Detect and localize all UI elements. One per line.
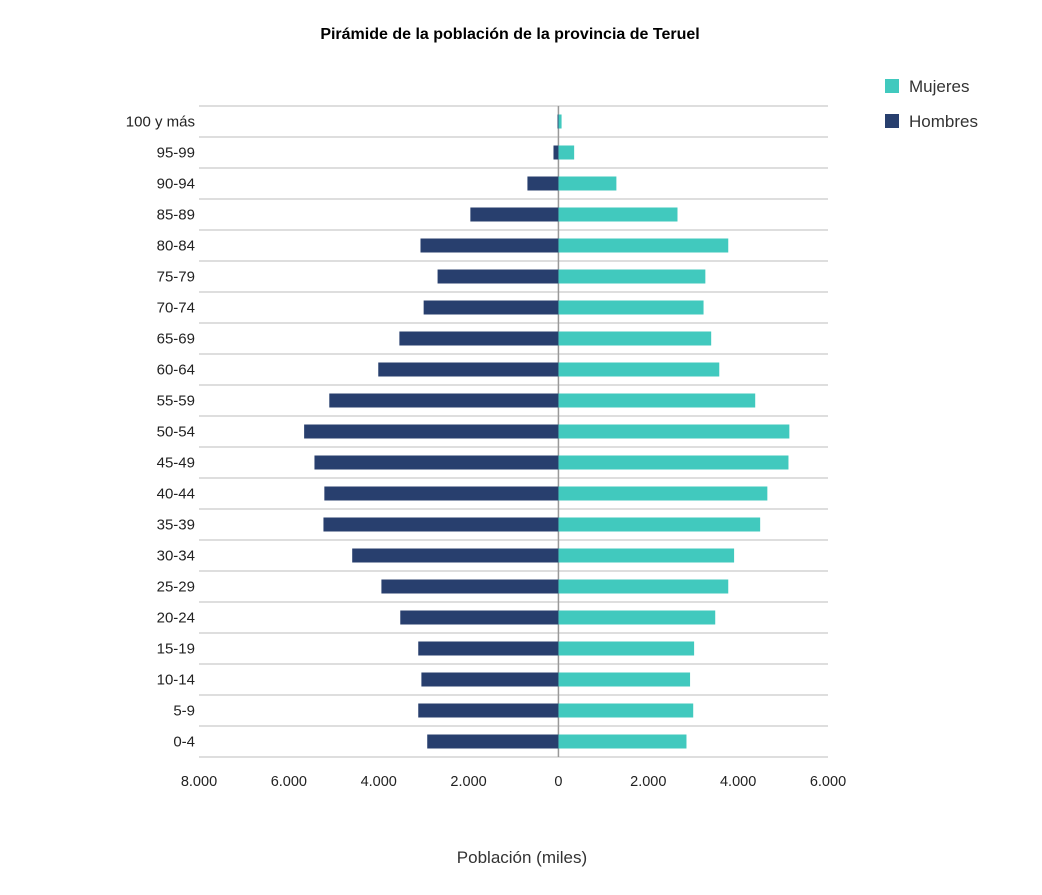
bar-mujeres-90-94: [558, 176, 617, 191]
category-label: 30-34: [157, 548, 195, 565]
x-tick-label: 8.000: [181, 774, 217, 790]
bar-mujeres-20-24: [558, 610, 716, 625]
bar-mujeres-95-99: [558, 145, 575, 160]
x-axis-label: Población (miles): [457, 848, 587, 867]
category-label: 20-24: [157, 610, 195, 627]
category-label: 0-4: [173, 734, 195, 751]
bar-mujeres-30-34: [558, 548, 735, 563]
category-label: 70-74: [157, 300, 195, 317]
bar-mujeres-45-49: [558, 455, 789, 470]
bar-mujeres-15-19: [558, 641, 695, 656]
bar-mujeres-25-29: [558, 579, 729, 594]
bar-hombres-85-89: [470, 207, 559, 222]
bar-hombres-20-24: [400, 610, 559, 625]
bar-mujeres-60-64: [558, 362, 720, 377]
category-label: 100 y más: [126, 114, 195, 131]
x-tick-label: 0: [554, 774, 562, 790]
category-label: 5-9: [173, 703, 195, 720]
x-tick-label: 4.000: [720, 774, 756, 790]
category-label: 45-49: [157, 455, 195, 472]
bar-hombres-45-49: [314, 455, 559, 470]
category-label: 10-14: [157, 672, 195, 689]
legend-label-mujeres: Mujeres: [909, 77, 969, 96]
category-label: 80-84: [157, 238, 195, 255]
bar-hombres-0-4: [427, 734, 559, 749]
x-tick-label: 6.000: [271, 774, 307, 790]
category-label: 75-79: [157, 269, 195, 286]
bar-mujeres-5-9: [558, 703, 694, 718]
bar-mujeres-80-84: [558, 238, 729, 253]
bar-hombres-25-29: [381, 579, 559, 594]
bar-hombres-50-54: [304, 424, 559, 439]
bar-mujeres-85-89: [558, 207, 678, 222]
bar-hombres-100-y-más: [557, 114, 559, 129]
bar-hombres-10-14: [421, 672, 559, 687]
chart-title: Pirámide de la población de la provincia…: [320, 26, 699, 43]
bar-hombres-40-44: [324, 486, 559, 501]
x-tick-label: 2.000: [630, 774, 666, 790]
bar-hombres-55-59: [329, 393, 559, 408]
bar-mujeres-35-39: [558, 517, 761, 532]
bar-hombres-75-79: [437, 269, 559, 284]
x-tick-label: 6.000: [810, 774, 846, 790]
bar-hombres-35-39: [323, 517, 559, 532]
category-label: 25-29: [157, 579, 195, 596]
bar-hombres-95-99: [553, 145, 559, 160]
bar-hombres-65-69: [399, 331, 559, 346]
category-label: 40-44: [157, 486, 195, 503]
legend-swatch-mujeres: [885, 79, 899, 93]
category-label: 90-94: [157, 176, 195, 193]
bar-mujeres-70-74: [558, 300, 704, 315]
bar-mujeres-75-79: [558, 269, 706, 284]
bar-mujeres-100-y-más: [558, 114, 562, 129]
bar-mujeres-40-44: [558, 486, 768, 501]
bar-hombres-70-74: [423, 300, 559, 315]
bar-hombres-60-64: [378, 362, 559, 377]
bar-hombres-80-84: [420, 238, 559, 253]
bar-mujeres-0-4: [558, 734, 687, 749]
legend-label-hombres: Hombres: [909, 112, 978, 131]
bar-hombres-90-94: [527, 176, 559, 191]
category-label: 50-54: [157, 424, 195, 441]
x-tick-label: 2.000: [450, 774, 486, 790]
bar-mujeres-50-54: [558, 424, 790, 439]
bar-hombres-15-19: [418, 641, 559, 656]
bar-hombres-30-34: [352, 548, 559, 563]
category-label: 15-19: [157, 641, 195, 658]
category-label: 85-89: [157, 207, 195, 224]
bar-mujeres-55-59: [558, 393, 756, 408]
category-label: 55-59: [157, 393, 195, 410]
category-label: 65-69: [157, 331, 195, 348]
category-label: 35-39: [157, 517, 195, 534]
bar-hombres-5-9: [418, 703, 559, 718]
category-label: 95-99: [157, 145, 195, 162]
legend-swatch-hombres: [885, 114, 899, 128]
category-label: 60-64: [157, 362, 195, 379]
bar-mujeres-10-14: [558, 672, 691, 687]
x-tick-label: 4.000: [361, 774, 397, 790]
bar-mujeres-65-69: [558, 331, 712, 346]
